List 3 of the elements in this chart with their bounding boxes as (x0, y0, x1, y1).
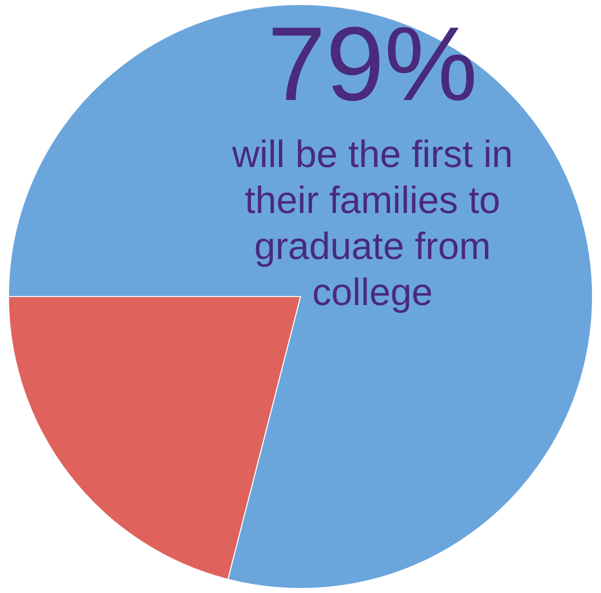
pie-slice (8, 4, 593, 589)
data-label: 79% (267, 6, 478, 123)
slice-label: will be the first in their families to graduate from college (231, 134, 513, 314)
